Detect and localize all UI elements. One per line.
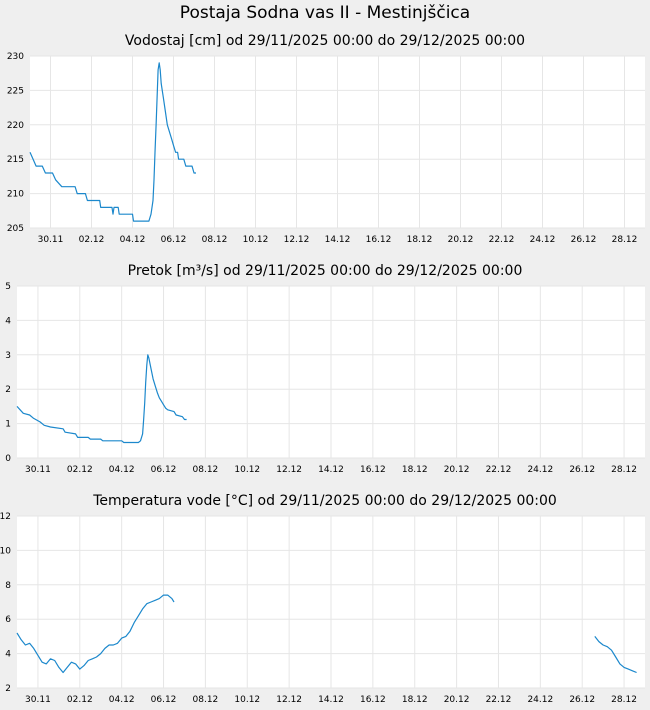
x-tick-label: 14.12 [318, 695, 344, 705]
y-tick-label: 12 [0, 512, 11, 522]
y-tick-label: 230 [7, 52, 24, 62]
x-tick-label: 10.12 [234, 465, 260, 475]
x-tick-label: 24.12 [527, 465, 553, 475]
x-tick-label: 08.12 [193, 465, 219, 475]
y-tick-label: 2 [5, 684, 11, 694]
x-tick-label: 24.12 [530, 235, 556, 245]
x-tick-label: 10.12 [234, 695, 260, 705]
y-tick-label: 0 [5, 454, 11, 464]
y-tick-label: 6 [5, 615, 11, 625]
y-tick-label: 5 [5, 282, 11, 292]
y-tick-label: 205 [7, 224, 24, 234]
x-tick-label: 04.12 [120, 235, 146, 245]
x-tick-label: 28.12 [611, 465, 637, 475]
x-tick-label: 22.12 [486, 695, 512, 705]
x-tick-label: 06.12 [151, 465, 177, 475]
x-tick-label: 02.12 [67, 695, 93, 705]
x-tick-label: 16.12 [360, 695, 386, 705]
series-line-2-0 [16, 594, 175, 674]
x-tick-label: 18.12 [407, 235, 433, 245]
x-tick-label: 26.12 [571, 235, 597, 245]
x-tick-label: 02.12 [67, 465, 93, 475]
y-tick-label: 1 [5, 420, 11, 430]
x-tick-label: 30.11 [25, 695, 51, 705]
y-tick-label: 210 [7, 190, 24, 200]
x-tick-label: 28.12 [611, 695, 637, 705]
x-tick-label: 26.12 [569, 695, 595, 705]
x-tick-label: 18.12 [402, 695, 428, 705]
y-tick-label: 4 [5, 316, 11, 326]
series-line-0-0 [29, 62, 196, 222]
series-line-1-0 [16, 354, 187, 444]
y-tick-label: 215 [7, 155, 24, 165]
x-tick-label: 30.11 [38, 235, 64, 245]
x-tick-label: 26.12 [569, 465, 595, 475]
x-tick-label: 12.12 [276, 695, 302, 705]
x-tick-label: 02.12 [79, 235, 105, 245]
x-tick-label: 24.12 [527, 695, 553, 705]
x-tick-label: 22.12 [489, 235, 515, 245]
y-tick-label: 2 [5, 385, 11, 395]
series-line-2-1 [594, 636, 637, 674]
x-tick-label: 08.12 [193, 695, 219, 705]
chart-title-0: Vodostaj [cm] od 29/11/2025 00:00 do 29/… [125, 33, 525, 49]
x-tick-label: 12.12 [276, 465, 302, 475]
x-tick-label: 10.12 [243, 235, 269, 245]
chart-title-2: Temperatura vode [°C] od 29/11/2025 00:0… [92, 493, 557, 509]
x-tick-label: 22.12 [486, 465, 512, 475]
x-tick-label: 20.12 [448, 235, 474, 245]
y-tick-label: 8 [5, 581, 11, 591]
x-tick-label: 20.12 [444, 695, 470, 705]
y-tick-label: 10 [0, 546, 11, 556]
x-tick-label: 16.12 [366, 235, 392, 245]
x-tick-label: 28.12 [612, 235, 638, 245]
y-tick-label: 220 [7, 121, 24, 131]
x-tick-label: 04.12 [109, 695, 135, 705]
x-tick-label: 14.12 [325, 235, 351, 245]
x-tick-label: 08.12 [202, 235, 228, 245]
y-tick-label: 3 [5, 351, 11, 361]
x-tick-label: 12.12 [284, 235, 310, 245]
x-tick-label: 30.11 [25, 465, 51, 475]
x-tick-label: 14.12 [318, 465, 344, 475]
chart-title-1: Pretok [m³/s] od 29/11/2025 00:00 do 29/… [128, 263, 523, 279]
y-tick-label: 225 [7, 86, 24, 96]
y-tick-label: 4 [5, 650, 11, 660]
x-tick-label: 06.12 [151, 695, 177, 705]
page-title: Postaja Sodna vas II - Mestinjščica [179, 3, 471, 23]
x-tick-label: 06.12 [161, 235, 187, 245]
x-tick-label: 16.12 [360, 465, 386, 475]
x-tick-label: 04.12 [109, 465, 135, 475]
x-tick-label: 18.12 [402, 465, 428, 475]
x-tick-label: 20.12 [444, 465, 470, 475]
